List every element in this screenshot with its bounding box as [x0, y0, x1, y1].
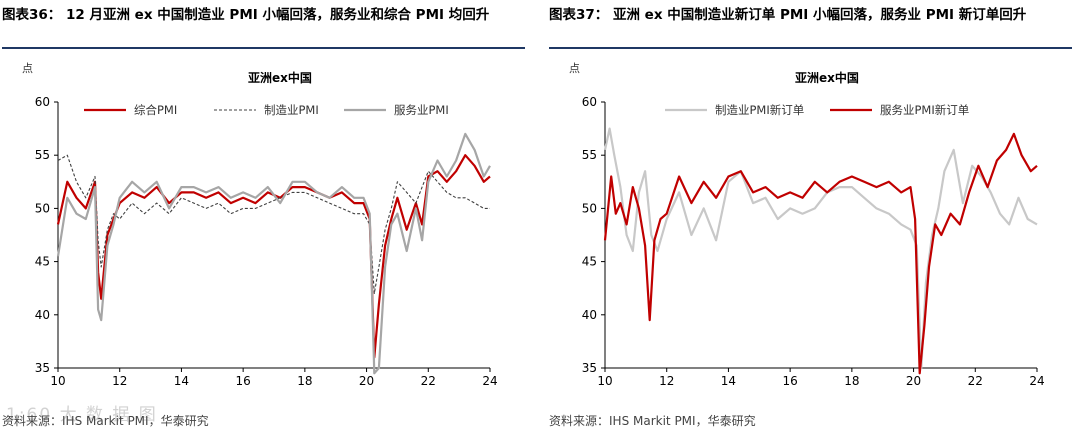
chart-panel-right: 图表37： 亚洲 ex 中国制造业新订单 PMI 小幅回落，服务业 PMI 新订…	[549, 0, 1074, 435]
x-tick-label: 18	[844, 374, 859, 388]
x-tick-label: 16	[783, 374, 798, 388]
y-tick-label: 55	[582, 148, 597, 162]
source-note: 资料来源：IHS Markit PMI，华泰研究	[2, 414, 209, 428]
legend-label: 综合PMI	[134, 103, 177, 117]
chart-title: 亚洲ex中国	[795, 70, 859, 85]
series-line	[603, 127, 1038, 370]
chart-title: 亚洲ex中国	[248, 70, 312, 85]
y-tick-label: 50	[35, 201, 50, 215]
y-tick-label: 40	[35, 308, 50, 322]
y-tick-label: 60	[582, 95, 597, 109]
watermark: 1:60 大 数 据 图	[6, 405, 158, 425]
x-tick-label: 18	[297, 374, 312, 388]
x-tick-label: 24	[482, 374, 497, 388]
x-tick-label: 14	[721, 374, 736, 388]
series-line	[56, 132, 491, 375]
x-tick-label: 14	[174, 374, 189, 388]
y-tick-label: 45	[35, 255, 50, 269]
y-axis-label: 点	[22, 62, 33, 75]
x-tick-label: 24	[1029, 374, 1044, 388]
series-line	[57, 154, 490, 295]
x-tick-label: 10	[50, 374, 65, 388]
legend-label: 服务业PMI新订单	[880, 103, 969, 117]
series-line	[603, 132, 1038, 375]
x-tick-label: 20	[359, 374, 374, 388]
x-tick-label: 12	[112, 374, 127, 388]
x-tick-label: 10	[597, 374, 612, 388]
source-note: 资料来源：IHS Markit PMI，华泰研究	[549, 414, 756, 428]
figure-title: 图表37： 亚洲 ex 中国制造业新订单 PMI 小幅回落，服务业 PMI 新订…	[549, 7, 1027, 23]
y-tick-label: 45	[582, 255, 597, 269]
x-tick-label: 16	[236, 374, 251, 388]
x-tick-label: 22	[968, 374, 983, 388]
y-tick-label: 40	[582, 308, 597, 322]
figure-title: 图表36： 12 月亚洲 ex 中国制造业 PMI 小幅回落，服务业和综合 PM…	[2, 7, 490, 23]
chart-panel-left: 图表36： 12 月亚洲 ex 中国制造业 PMI 小幅回落，服务业和综合 PM…	[2, 0, 527, 435]
x-tick-label: 12	[659, 374, 674, 388]
x-tick-label: 22	[421, 374, 436, 388]
y-axis-label: 点	[569, 62, 580, 75]
legend-label: 制造业PMI	[264, 103, 319, 117]
series-line	[56, 154, 491, 359]
y-tick-label: 35	[35, 361, 50, 375]
x-tick-label: 20	[906, 374, 921, 388]
title-rule	[2, 47, 525, 49]
y-tick-label: 35	[582, 361, 597, 375]
title-rule	[549, 47, 1072, 49]
y-tick-label: 60	[35, 95, 50, 109]
legend-label: 制造业PMI新订单	[715, 103, 804, 117]
y-tick-label: 55	[35, 148, 50, 162]
legend-label: 服务业PMI	[394, 103, 449, 117]
y-tick-label: 50	[582, 201, 597, 215]
